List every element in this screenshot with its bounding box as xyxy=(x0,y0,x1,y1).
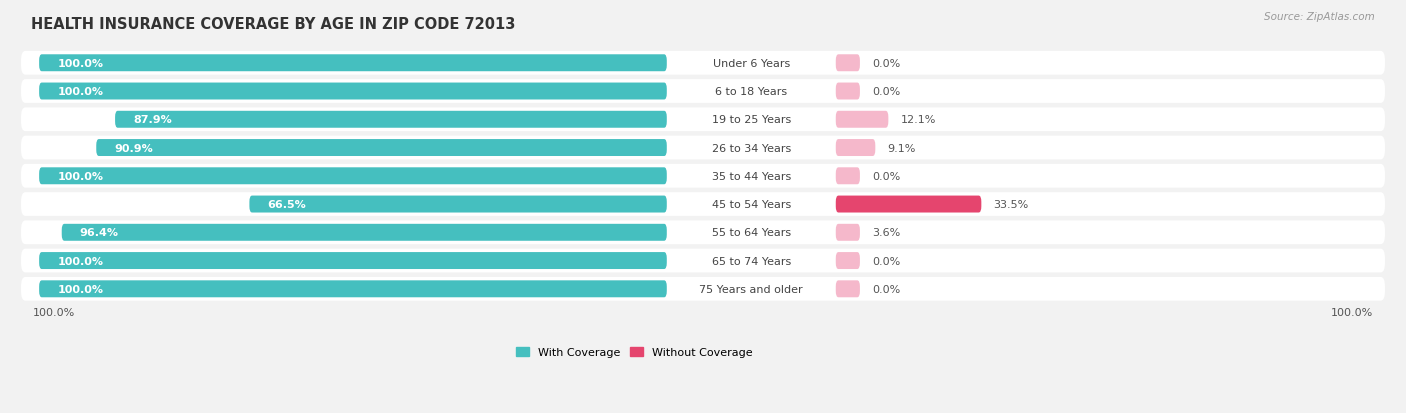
Text: 100.0%: 100.0% xyxy=(58,284,103,294)
Text: Source: ZipAtlas.com: Source: ZipAtlas.com xyxy=(1264,12,1375,22)
FancyBboxPatch shape xyxy=(835,252,860,269)
Text: 33.5%: 33.5% xyxy=(994,199,1029,209)
Text: 9.1%: 9.1% xyxy=(887,143,915,153)
Text: Under 6 Years: Under 6 Years xyxy=(713,59,790,69)
Text: 65 to 74 Years: 65 to 74 Years xyxy=(711,256,792,266)
FancyBboxPatch shape xyxy=(39,55,666,72)
FancyBboxPatch shape xyxy=(62,224,666,241)
Text: 0.0%: 0.0% xyxy=(872,59,900,69)
Text: HEALTH INSURANCE COVERAGE BY AGE IN ZIP CODE 72013: HEALTH INSURANCE COVERAGE BY AGE IN ZIP … xyxy=(31,17,516,31)
FancyBboxPatch shape xyxy=(21,52,1385,76)
Text: 100.0%: 100.0% xyxy=(58,87,103,97)
FancyBboxPatch shape xyxy=(39,252,666,269)
Text: 66.5%: 66.5% xyxy=(267,199,307,209)
FancyBboxPatch shape xyxy=(21,80,1385,104)
Text: 55 to 64 Years: 55 to 64 Years xyxy=(711,228,790,238)
FancyBboxPatch shape xyxy=(39,83,666,100)
FancyBboxPatch shape xyxy=(835,168,860,185)
Text: 75 Years and older: 75 Years and older xyxy=(699,284,803,294)
Text: 19 to 25 Years: 19 to 25 Years xyxy=(711,115,792,125)
FancyBboxPatch shape xyxy=(835,281,860,297)
FancyBboxPatch shape xyxy=(21,249,1385,273)
Text: 3.6%: 3.6% xyxy=(872,228,900,238)
FancyBboxPatch shape xyxy=(835,55,860,72)
FancyBboxPatch shape xyxy=(835,224,860,241)
FancyBboxPatch shape xyxy=(21,221,1385,244)
FancyBboxPatch shape xyxy=(21,136,1385,160)
FancyBboxPatch shape xyxy=(835,196,981,213)
Text: 100.0%: 100.0% xyxy=(58,256,103,266)
FancyBboxPatch shape xyxy=(835,140,876,157)
Text: 87.9%: 87.9% xyxy=(134,115,172,125)
Text: 45 to 54 Years: 45 to 54 Years xyxy=(711,199,792,209)
Text: 90.9%: 90.9% xyxy=(114,143,153,153)
Text: 100.0%: 100.0% xyxy=(58,59,103,69)
Text: 12.1%: 12.1% xyxy=(900,115,936,125)
Text: 100.0%: 100.0% xyxy=(1330,307,1372,318)
FancyBboxPatch shape xyxy=(39,168,666,185)
Legend: With Coverage, Without Coverage: With Coverage, Without Coverage xyxy=(512,342,756,362)
Text: 0.0%: 0.0% xyxy=(872,256,900,266)
Text: 96.4%: 96.4% xyxy=(80,228,120,238)
Text: 6 to 18 Years: 6 to 18 Years xyxy=(716,87,787,97)
Text: 100.0%: 100.0% xyxy=(34,307,76,318)
FancyBboxPatch shape xyxy=(21,164,1385,188)
FancyBboxPatch shape xyxy=(835,83,860,100)
FancyBboxPatch shape xyxy=(21,193,1385,216)
FancyBboxPatch shape xyxy=(39,281,666,297)
FancyBboxPatch shape xyxy=(835,112,889,128)
FancyBboxPatch shape xyxy=(21,277,1385,301)
FancyBboxPatch shape xyxy=(115,112,666,128)
FancyBboxPatch shape xyxy=(96,140,666,157)
Text: 0.0%: 0.0% xyxy=(872,87,900,97)
Text: 26 to 34 Years: 26 to 34 Years xyxy=(711,143,792,153)
Text: 0.0%: 0.0% xyxy=(872,284,900,294)
FancyBboxPatch shape xyxy=(249,196,666,213)
Text: 100.0%: 100.0% xyxy=(58,171,103,181)
FancyBboxPatch shape xyxy=(21,108,1385,132)
Text: 0.0%: 0.0% xyxy=(872,171,900,181)
Text: 35 to 44 Years: 35 to 44 Years xyxy=(711,171,792,181)
